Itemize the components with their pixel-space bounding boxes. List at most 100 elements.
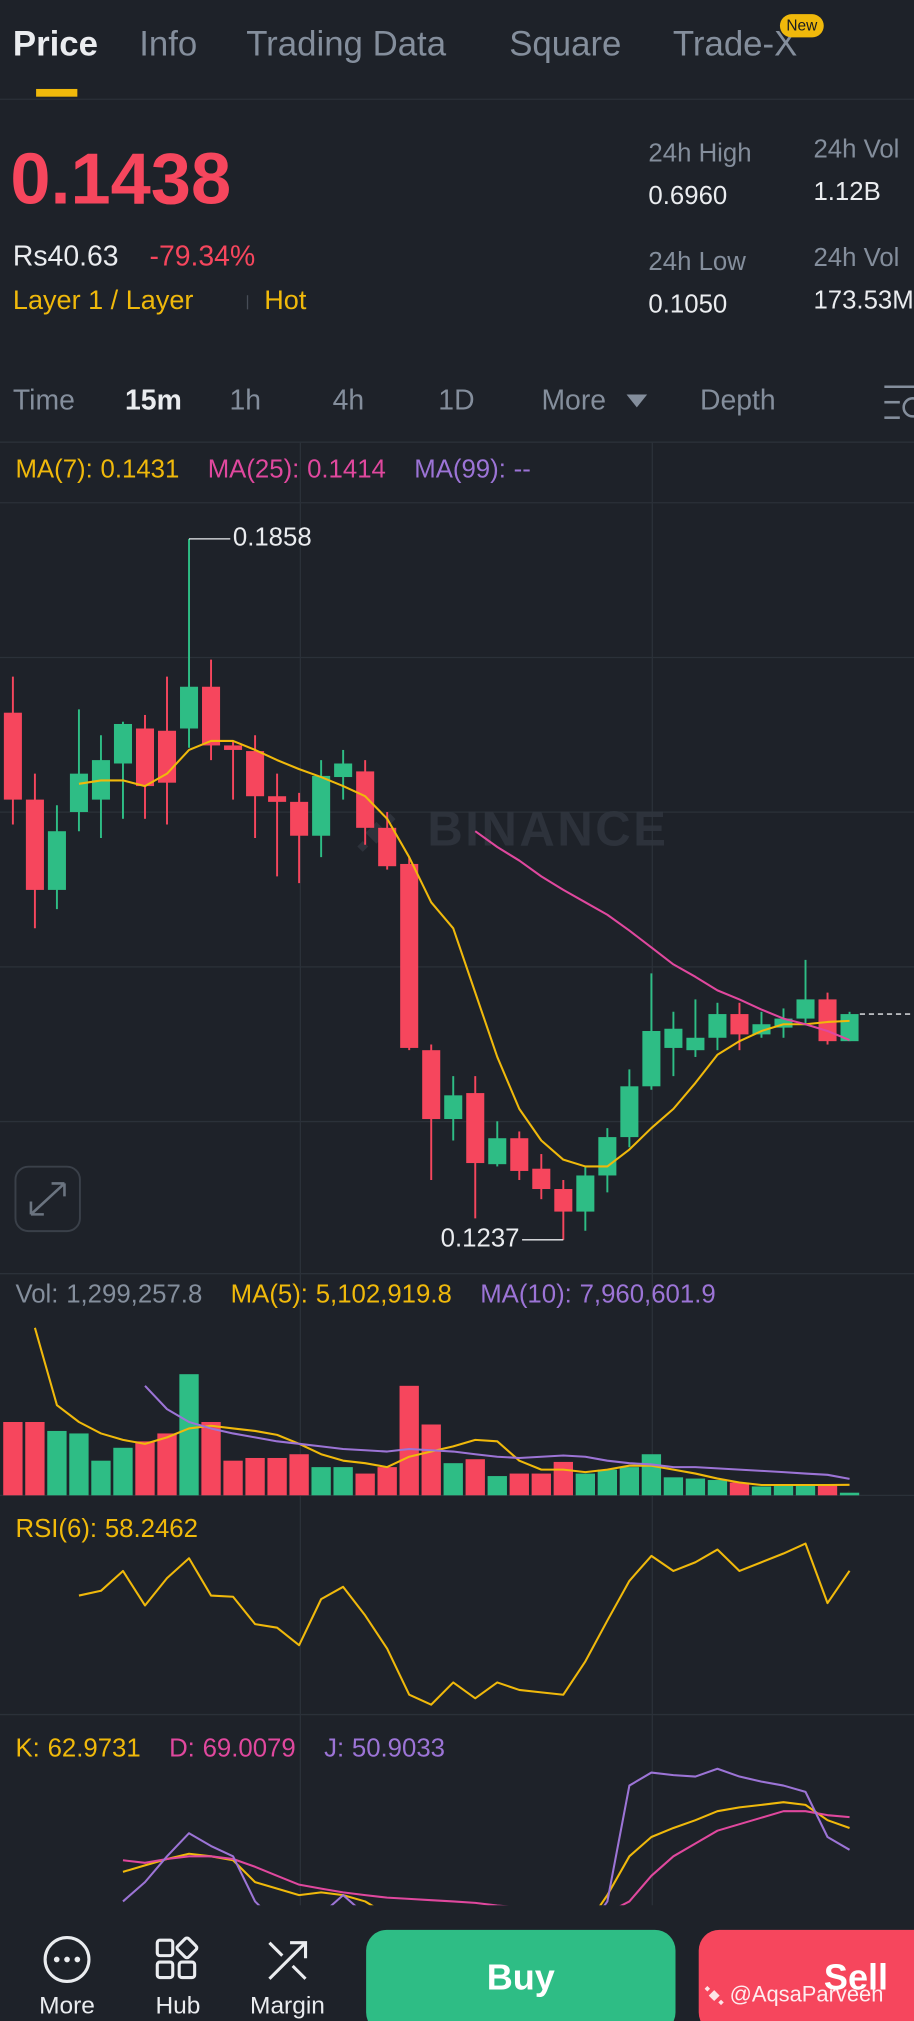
nav-label[interactable]: Hub <box>155 1993 200 2020</box>
volume-bar <box>751 1486 772 1496</box>
volume-bar <box>839 1492 860 1496</box>
volume-bar <box>399 1385 419 1496</box>
volume-bar <box>135 1441 155 1496</box>
tab-indicator <box>36 88 78 97</box>
indicator-line <box>122 1810 850 1906</box>
tab[interactable]: Price <box>13 25 98 64</box>
tag[interactable]: Hot <box>264 284 307 315</box>
badge-text: New <box>786 18 818 35</box>
candle-body <box>202 686 221 746</box>
tab[interactable]: Square <box>509 25 621 64</box>
tag[interactable]: Layer 1 / Layer <box>13 284 194 315</box>
legend-name: RSI(6): <box>15 1515 97 1543</box>
legend: MA(7): 0.1431 MA(25): 0.1414 MA(99): -- <box>15 455 530 483</box>
candle-body <box>532 1168 551 1190</box>
interval[interactable]: 1D <box>438 385 474 417</box>
volume-bar <box>487 1476 507 1496</box>
volume-bar <box>509 1473 529 1496</box>
volume-bar <box>531 1473 551 1496</box>
candle-body <box>642 1030 661 1087</box>
last-price: 0.1438 <box>10 139 231 219</box>
legend-value: 62.9731 <box>48 1734 141 1762</box>
candle-body <box>113 723 133 764</box>
nav-label[interactable]: Margin <box>250 1993 325 2020</box>
candle-body <box>488 1138 507 1165</box>
sell-label[interactable]: Sell <box>824 1957 888 1998</box>
legend-name: MA(10): <box>480 1280 572 1308</box>
panel <box>3 538 859 1240</box>
candle-body <box>422 1050 441 1120</box>
fiat-price: Rs40.63 <box>13 240 119 272</box>
candle-body <box>157 730 177 783</box>
volume-bar <box>575 1473 596 1496</box>
tab[interactable]: Trading Data <box>246 25 447 64</box>
volume-bar <box>773 1485 794 1496</box>
volume-bar <box>267 1457 287 1496</box>
interval[interactable]: Time <box>13 385 75 417</box>
candle-body <box>47 831 66 890</box>
expand-button[interactable] <box>14 1165 81 1233</box>
indicator-line <box>78 1542 851 1706</box>
high-label: 0.1858 <box>233 524 312 552</box>
candle-body <box>180 686 199 729</box>
candle-body <box>774 1018 793 1028</box>
credit: @AqsaParveen <box>730 1981 884 2006</box>
interval[interactable]: More <box>541 385 606 417</box>
nav-icon-dots <box>53 1956 81 1963</box>
candle-body <box>598 1137 617 1176</box>
legend: RSI(6): 58.2462 <box>15 1515 197 1543</box>
volume-bar <box>553 1461 573 1496</box>
legend-name: MA(99): <box>414 455 506 483</box>
legend-value: 1,299,257.8 <box>66 1280 202 1308</box>
volume-bar <box>69 1433 89 1496</box>
volume-bar <box>663 1477 684 1496</box>
volume-bar <box>91 1460 111 1496</box>
volume-bar <box>157 1433 177 1496</box>
stat-value: 0.6960 <box>648 182 727 210</box>
panel <box>3 1327 860 1496</box>
legend: Vol: 1,299,257.8 MA(5): 5,102,919.8 MA(10): 7… <box>15 1280 715 1308</box>
candle-body <box>730 1014 749 1035</box>
interval[interactable]: Depth <box>700 385 776 417</box>
buy-label[interactable]: Buy <box>487 1957 555 1998</box>
candle-body <box>334 763 353 778</box>
interval[interactable]: 4h <box>333 385 365 417</box>
volume-bar <box>3 1422 23 1496</box>
volume-bar <box>707 1480 728 1496</box>
candle-body <box>818 999 837 1042</box>
legend-name: D: <box>169 1734 195 1762</box>
volume-bar <box>223 1460 243 1496</box>
nav-icon[interactable] <box>43 1936 308 1983</box>
tab[interactable]: Info <box>139 25 197 64</box>
volume-bar <box>245 1457 265 1496</box>
settings-icon[interactable] <box>884 385 914 419</box>
stat-value: 0.1050 <box>648 290 727 318</box>
candle-body <box>444 1095 463 1120</box>
legend-name: K: <box>15 1734 39 1762</box>
indicator-line <box>33 1327 850 1487</box>
candle-body <box>224 745 243 750</box>
dropdown-arrow <box>626 394 648 408</box>
volume-bar <box>377 1467 397 1496</box>
volume-bar <box>465 1459 485 1496</box>
volume-bar <box>179 1374 199 1496</box>
change: -79.34% <box>150 240 256 272</box>
candle-body <box>290 801 309 836</box>
legend-value: 0.1414 <box>307 455 386 483</box>
volume-bar <box>47 1430 67 1496</box>
indicator-line <box>122 1767 851 1906</box>
candle-body <box>708 1014 727 1038</box>
tab[interactable]: Trade-X <box>673 25 797 64</box>
interval[interactable]: 1h <box>229 385 261 417</box>
nav-label[interactable]: More <box>39 1993 95 2020</box>
indicator-line <box>474 830 850 1041</box>
sell-button[interactable] <box>698 1929 914 2021</box>
candle-body <box>69 773 88 813</box>
badge <box>779 14 824 38</box>
volume-bar <box>289 1454 309 1496</box>
buy-button[interactable] <box>366 1929 676 2021</box>
legend-value: 58.2462 <box>105 1515 198 1543</box>
interval[interactable]: 15m <box>125 385 182 417</box>
